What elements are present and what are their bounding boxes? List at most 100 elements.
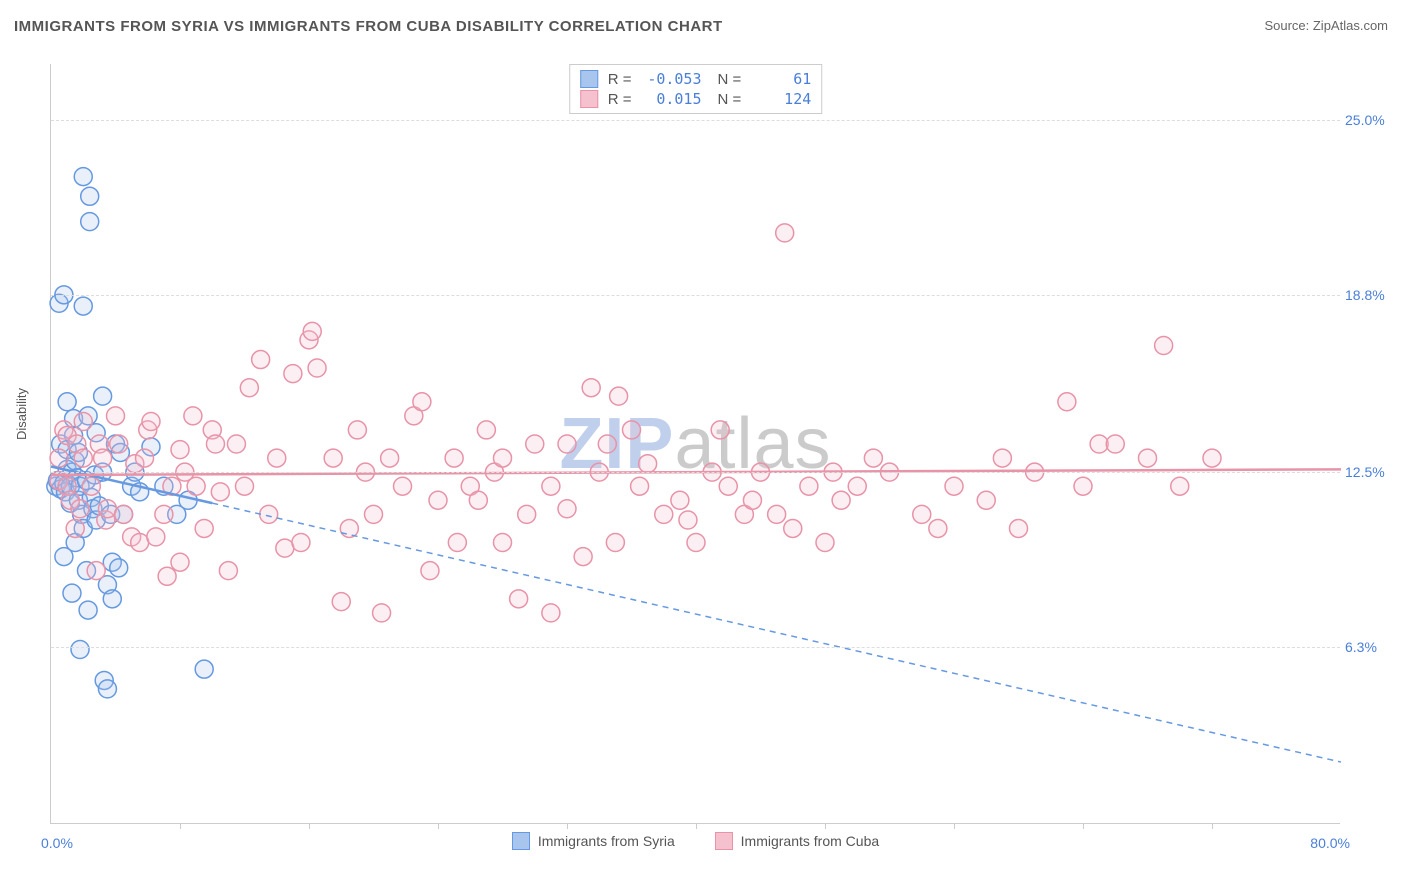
data-point — [82, 477, 100, 495]
x-tick — [954, 823, 955, 829]
data-point — [240, 379, 258, 397]
data-point — [74, 297, 92, 315]
data-point — [324, 449, 342, 467]
data-point — [494, 449, 512, 467]
x-tick — [180, 823, 181, 829]
data-point — [606, 534, 624, 552]
r-value-syria: -0.053 — [642, 70, 702, 88]
data-point — [671, 491, 689, 509]
data-point — [66, 519, 84, 537]
data-point — [1171, 477, 1189, 495]
data-point — [582, 379, 600, 397]
data-point — [107, 407, 125, 425]
data-point — [719, 477, 737, 495]
stats-legend-box: R = -0.053 N = 61 R = 0.015 N = 124 — [569, 64, 823, 114]
data-point — [558, 500, 576, 518]
data-point — [276, 539, 294, 557]
data-point — [679, 511, 697, 529]
data-point — [768, 505, 786, 523]
data-point — [236, 477, 254, 495]
legend-swatch-syria — [512, 832, 530, 850]
n-label: N = — [718, 91, 742, 108]
data-point — [1203, 449, 1221, 467]
data-point — [115, 505, 133, 523]
data-point — [365, 505, 383, 523]
data-point — [58, 393, 76, 411]
chart-title: IMMIGRANTS FROM SYRIA VS IMMIGRANTS FROM… — [14, 18, 723, 35]
data-point — [518, 505, 536, 523]
data-point — [187, 477, 205, 495]
legend-item-syria: Immigrants from Syria — [512, 832, 675, 850]
data-point — [945, 477, 963, 495]
gridline — [51, 295, 1340, 296]
data-point — [292, 534, 310, 552]
data-point — [526, 435, 544, 453]
scatter-svg — [51, 64, 1340, 823]
y-tick-label: 25.0% — [1345, 112, 1395, 128]
data-point — [864, 449, 882, 467]
data-point — [110, 559, 128, 577]
data-point — [1139, 449, 1157, 467]
data-point — [184, 407, 202, 425]
n-value-syria: 61 — [751, 70, 811, 88]
data-point — [373, 604, 391, 622]
data-point — [510, 590, 528, 608]
legend-swatch-cuba — [715, 832, 733, 850]
data-point — [158, 567, 176, 585]
data-point — [1074, 477, 1092, 495]
stats-row-cuba: R = 0.015 N = 124 — [580, 89, 812, 109]
data-point — [743, 491, 761, 509]
data-point — [50, 449, 68, 467]
data-point — [136, 449, 154, 467]
data-point — [284, 365, 302, 383]
data-point — [784, 519, 802, 537]
data-point — [252, 351, 270, 369]
data-point — [574, 548, 592, 566]
x-tick — [696, 823, 697, 829]
data-point — [171, 441, 189, 459]
stats-row-syria: R = -0.053 N = 61 — [580, 69, 812, 89]
data-point — [381, 449, 399, 467]
data-point — [929, 519, 947, 537]
data-point — [260, 505, 278, 523]
n-value-cuba: 124 — [751, 90, 811, 108]
data-point — [206, 435, 224, 453]
data-point — [977, 491, 995, 509]
data-point — [542, 477, 560, 495]
data-point — [1106, 435, 1124, 453]
data-point — [94, 449, 112, 467]
x-tick — [1083, 823, 1084, 829]
data-point — [87, 562, 105, 580]
legend-item-cuba: Immigrants from Cuba — [715, 832, 879, 850]
data-point — [639, 455, 657, 473]
data-point — [303, 322, 321, 340]
data-point — [469, 491, 487, 509]
data-point — [394, 477, 412, 495]
data-point — [711, 421, 729, 439]
data-point — [74, 168, 92, 186]
data-point — [421, 562, 439, 580]
r-label: R = — [608, 91, 632, 108]
data-point — [195, 660, 213, 678]
data-point — [816, 534, 834, 552]
bottom-legend: Immigrants from Syria Immigrants from Cu… — [51, 832, 1340, 853]
swatch-syria — [580, 70, 598, 88]
data-point — [1090, 435, 1108, 453]
n-label: N = — [718, 71, 742, 88]
data-point — [171, 553, 189, 571]
data-point — [131, 534, 149, 552]
data-point — [340, 519, 358, 537]
data-point — [98, 500, 116, 518]
data-point — [74, 412, 92, 430]
data-point — [610, 387, 628, 405]
data-point — [81, 187, 99, 205]
data-point — [477, 421, 495, 439]
data-point — [631, 477, 649, 495]
data-point — [110, 435, 128, 453]
gridline — [51, 120, 1340, 121]
y-axis-label: Disability — [14, 388, 29, 440]
data-point — [219, 562, 237, 580]
data-point — [71, 640, 89, 658]
data-point — [1155, 336, 1173, 354]
data-point — [832, 491, 850, 509]
